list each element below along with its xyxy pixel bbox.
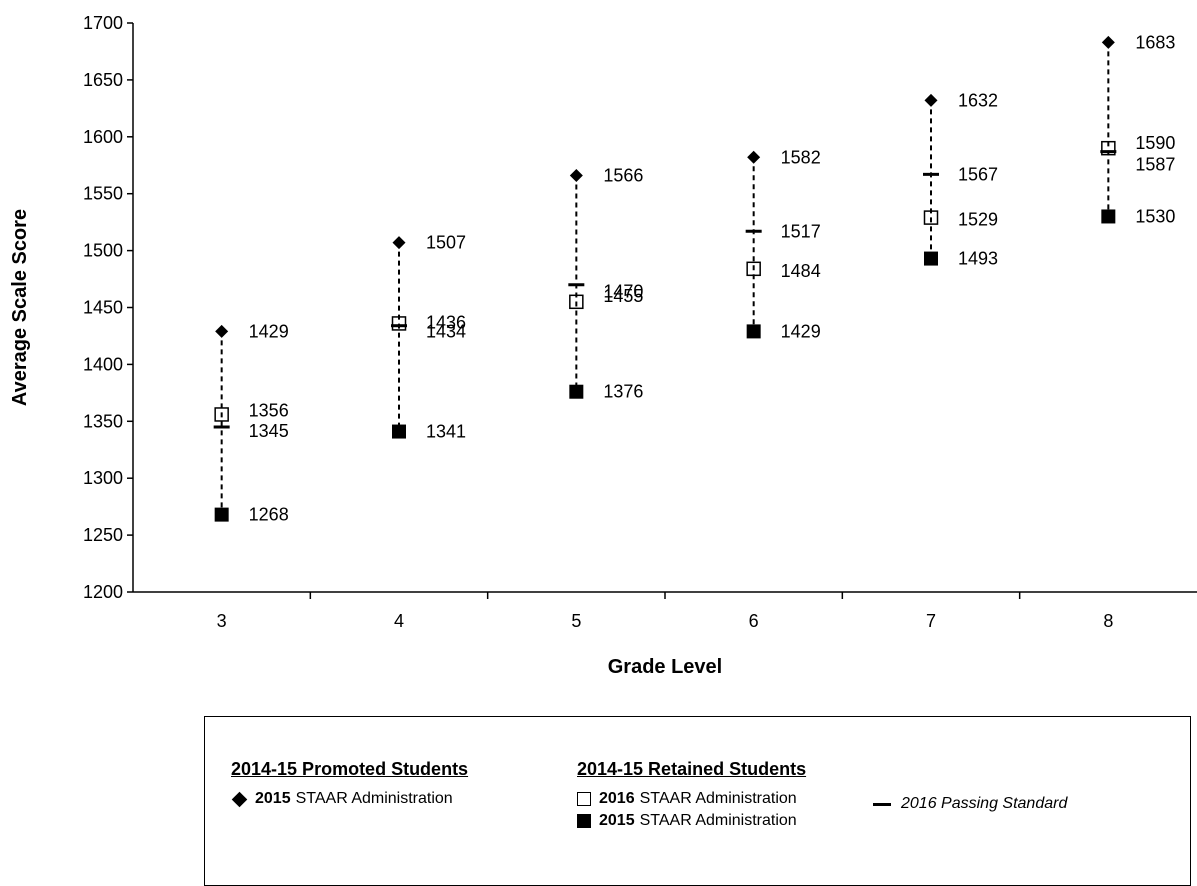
filled-square-marker-icon <box>577 814 591 828</box>
legend-text: STAAR Administration <box>295 790 453 807</box>
promoted-2015-point <box>569 168 583 182</box>
data-label-promoted: 1507 <box>426 233 466 253</box>
legend-text: STAAR Administration <box>639 812 797 829</box>
y-tick-label: 1350 <box>83 411 123 431</box>
y-tick-label: 1600 <box>83 127 123 147</box>
retained-2015-point <box>924 251 938 266</box>
retained-2015-point <box>214 507 229 522</box>
legend-promoted-2015: 2015 STAAR Administration <box>231 788 468 810</box>
legend-promoted-heading: 2014-15 Promoted Students <box>231 759 469 779</box>
dash-marker-icon <box>873 802 891 806</box>
x-tick-label: 8 <box>1103 611 1113 631</box>
data-label-retained-2015: 1530 <box>1135 206 1175 226</box>
promoted-2015-point <box>1101 35 1115 49</box>
data-label-retained-2015: 1429 <box>781 321 821 341</box>
data-label-retained-2016: 1529 <box>958 210 998 230</box>
data-label-passing-standard: 1567 <box>958 164 998 184</box>
retained-2015-point <box>569 384 584 399</box>
retained-2016-point <box>214 407 229 422</box>
retained-2015-point <box>746 324 761 339</box>
retained-2016-point <box>391 316 407 331</box>
legend-text: STAAR Administration <box>639 790 797 807</box>
data-label-retained-2016: 1455 <box>603 286 643 306</box>
x-tick-label: 3 <box>217 611 227 631</box>
chart: 1200 1250 1300 1350 1400 1450 1500 1550 1600 1650… <box>9 13 1197 678</box>
data-label-retained-2015: 1493 <box>958 249 998 269</box>
promoted-2015-point <box>215 324 229 338</box>
retained-2015-point <box>392 424 406 439</box>
legend-retained-heading: 2014-15 Retained Students <box>577 759 807 779</box>
data-label-promoted: 1429 <box>249 321 289 341</box>
data-label-passing-standard: 1517 <box>781 221 821 241</box>
y-tick-label: 1700 <box>83 13 123 33</box>
retained-2016-point <box>569 294 584 310</box>
x-tick-label: 7 <box>926 611 936 631</box>
diamond-marker-icon <box>231 791 248 807</box>
y-tick-label: 1400 <box>83 354 123 374</box>
x-tick-label: 5 <box>571 611 581 631</box>
y-tick-label: 1550 <box>83 184 123 204</box>
promoted-2015-point <box>747 150 761 164</box>
data-label-retained-2015: 1341 <box>426 422 466 442</box>
y-tick-label: 1200 <box>83 582 123 602</box>
legend-year: 2015 <box>255 790 291 807</box>
y-tick-label: 1650 <box>83 70 123 90</box>
legend-passing-standard: 2016 Passing Standard <box>873 793 1067 815</box>
legend-year: 2016 <box>599 790 635 807</box>
legend-retained-2015: 2015 STAAR Administration <box>577 810 806 832</box>
open-square-marker-icon <box>577 792 591 806</box>
promoted-2015-point <box>924 93 938 107</box>
data-label-passing-standard: 1345 <box>249 421 289 441</box>
legend-retained-group: 2014-15 Retained Students 2016 STAAR Adm… <box>577 759 806 832</box>
retained-2016-point <box>746 261 761 277</box>
data-label-promoted: 1582 <box>781 147 821 167</box>
x-tick-label: 4 <box>394 611 404 631</box>
retained-2016-point <box>1101 140 1116 156</box>
data-label-retained-2015: 1376 <box>603 382 643 402</box>
promoted-2015-point <box>392 236 406 250</box>
data-label-promoted: 1632 <box>958 90 998 110</box>
data-label-retained-2016: 1484 <box>781 261 821 281</box>
x-tick-label: 6 <box>749 611 759 631</box>
data-label-retained-2016: 1356 <box>249 400 289 420</box>
legend: 2014-15 Promoted Students 2015 STAAR Adm… <box>204 716 1191 886</box>
data-label-passing-standard: 1587 <box>1135 155 1175 175</box>
y-tick-label: 1300 <box>83 468 123 488</box>
data-label-retained-2016: 1590 <box>1135 133 1175 153</box>
data-label-promoted: 1566 <box>603 165 643 185</box>
retained-2015-point <box>1101 209 1116 224</box>
data-label-promoted: 1683 <box>1135 32 1175 52</box>
legend-retained-2016: 2016 STAAR Administration <box>577 788 806 810</box>
data-label-passing-standard: 1470 <box>603 282 643 302</box>
y-tick-label: 1500 <box>83 241 123 261</box>
data-label-passing-standard: 1434 <box>426 322 466 342</box>
legend-year: 2015 <box>599 812 635 829</box>
legend-promoted-group: 2014-15 Promoted Students 2015 STAAR Adm… <box>231 759 468 810</box>
legend-standard-group: 2016 Passing Standard <box>873 793 1067 815</box>
data-label-retained-2016: 1436 <box>426 312 466 332</box>
y-tick-label: 1450 <box>83 298 123 318</box>
y-tick-label: 1250 <box>83 525 123 545</box>
legend-text: 2016 Passing Standard <box>901 795 1068 812</box>
x-axis-title: Grade Level <box>608 656 723 678</box>
y-axis-title: Average Scale Score <box>9 209 31 406</box>
data-label-retained-2015: 1268 <box>249 505 289 525</box>
retained-2016-point <box>923 210 939 225</box>
